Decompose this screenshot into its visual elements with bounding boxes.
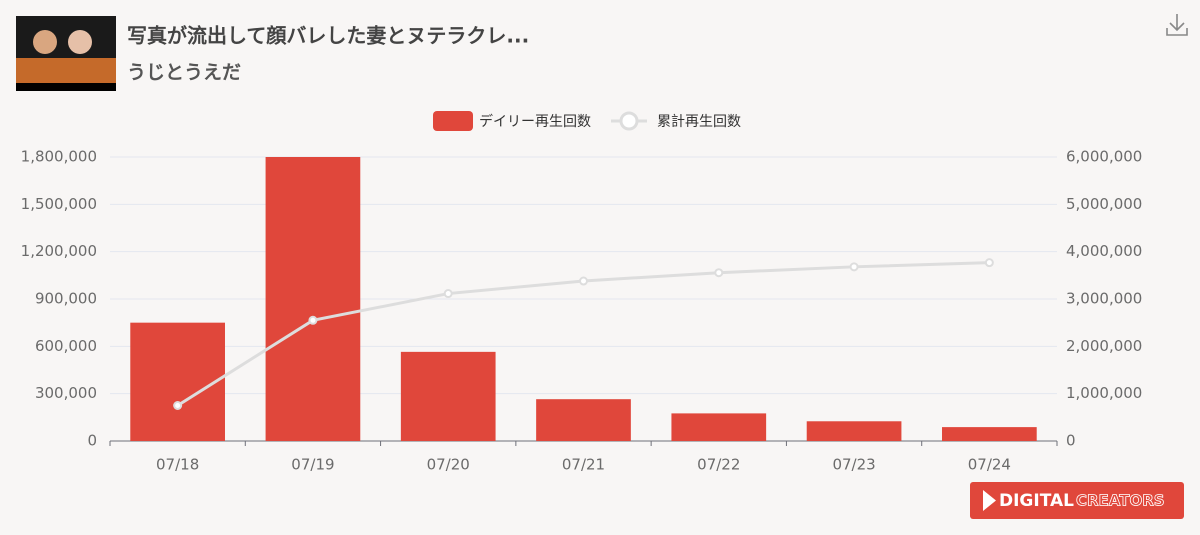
bar: [130, 322, 225, 441]
x-tick-label: 07/18: [156, 456, 199, 474]
y2-tick-label: 5,000,000: [1066, 195, 1142, 213]
line-point: [443, 289, 453, 299]
x-tick-label: 07/23: [832, 456, 875, 474]
video-title: 写真が流出して顔バレした妻とヌテラクレ...: [127, 24, 529, 48]
legend-swatch: [433, 111, 473, 131]
y-tick-label: 1,500,000: [21, 195, 97, 213]
y-tick-label: 600,000: [35, 337, 97, 355]
thumbnail: [16, 16, 116, 91]
legend-label: 累計再生回数: [657, 114, 741, 130]
y-tick-label: 1,200,000: [21, 242, 97, 260]
download-icon[interactable]: [1166, 14, 1188, 36]
line-point: [308, 315, 318, 325]
x-tick-label: 07/19: [291, 456, 334, 474]
watermark: DIGITAL CREATORS: [970, 482, 1184, 519]
bar: [536, 399, 631, 441]
x-tick-label: 07/21: [562, 456, 605, 474]
bar: [265, 157, 361, 441]
line-point: [984, 258, 994, 268]
legend-label: デイリー再生回数: [479, 113, 591, 130]
x-tick-label: 07/24: [968, 456, 1011, 474]
y-tick-label: 900,000: [35, 290, 97, 308]
y-tick-label: 300,000: [35, 384, 97, 402]
bar: [806, 421, 902, 441]
bar: [400, 351, 496, 441]
watermark-brand: DIGITAL: [999, 491, 1074, 511]
line-point: [579, 276, 588, 286]
y2-tick-label: 6,000,000: [1066, 148, 1142, 166]
watermark-suffix: CREATORS: [1076, 492, 1165, 510]
y2-tick-label: 0: [1066, 432, 1076, 450]
y2-tick-label: 3,000,000: [1066, 290, 1142, 308]
line-point: [173, 401, 183, 410]
y-tick-label: 1,800,000: [21, 148, 97, 166]
x-tick-label: 07/20: [427, 456, 470, 474]
y-tick-label: 0: [87, 432, 97, 450]
bar: [942, 427, 1037, 441]
x-tick-label: 07/22: [697, 456, 740, 474]
y2-tick-label: 2,000,000: [1066, 337, 1142, 355]
channel-name: うじとうえだ: [127, 62, 241, 84]
bar: [671, 413, 767, 441]
y2-tick-label: 4,000,000: [1066, 242, 1142, 260]
legend-swatch-marker: [619, 111, 639, 131]
line-point: [714, 268, 724, 278]
y2-tick-label: 1,000,000: [1066, 384, 1142, 402]
line-point: [849, 262, 859, 272]
legend: デイリー再生回数 累計再生回数: [433, 111, 741, 131]
